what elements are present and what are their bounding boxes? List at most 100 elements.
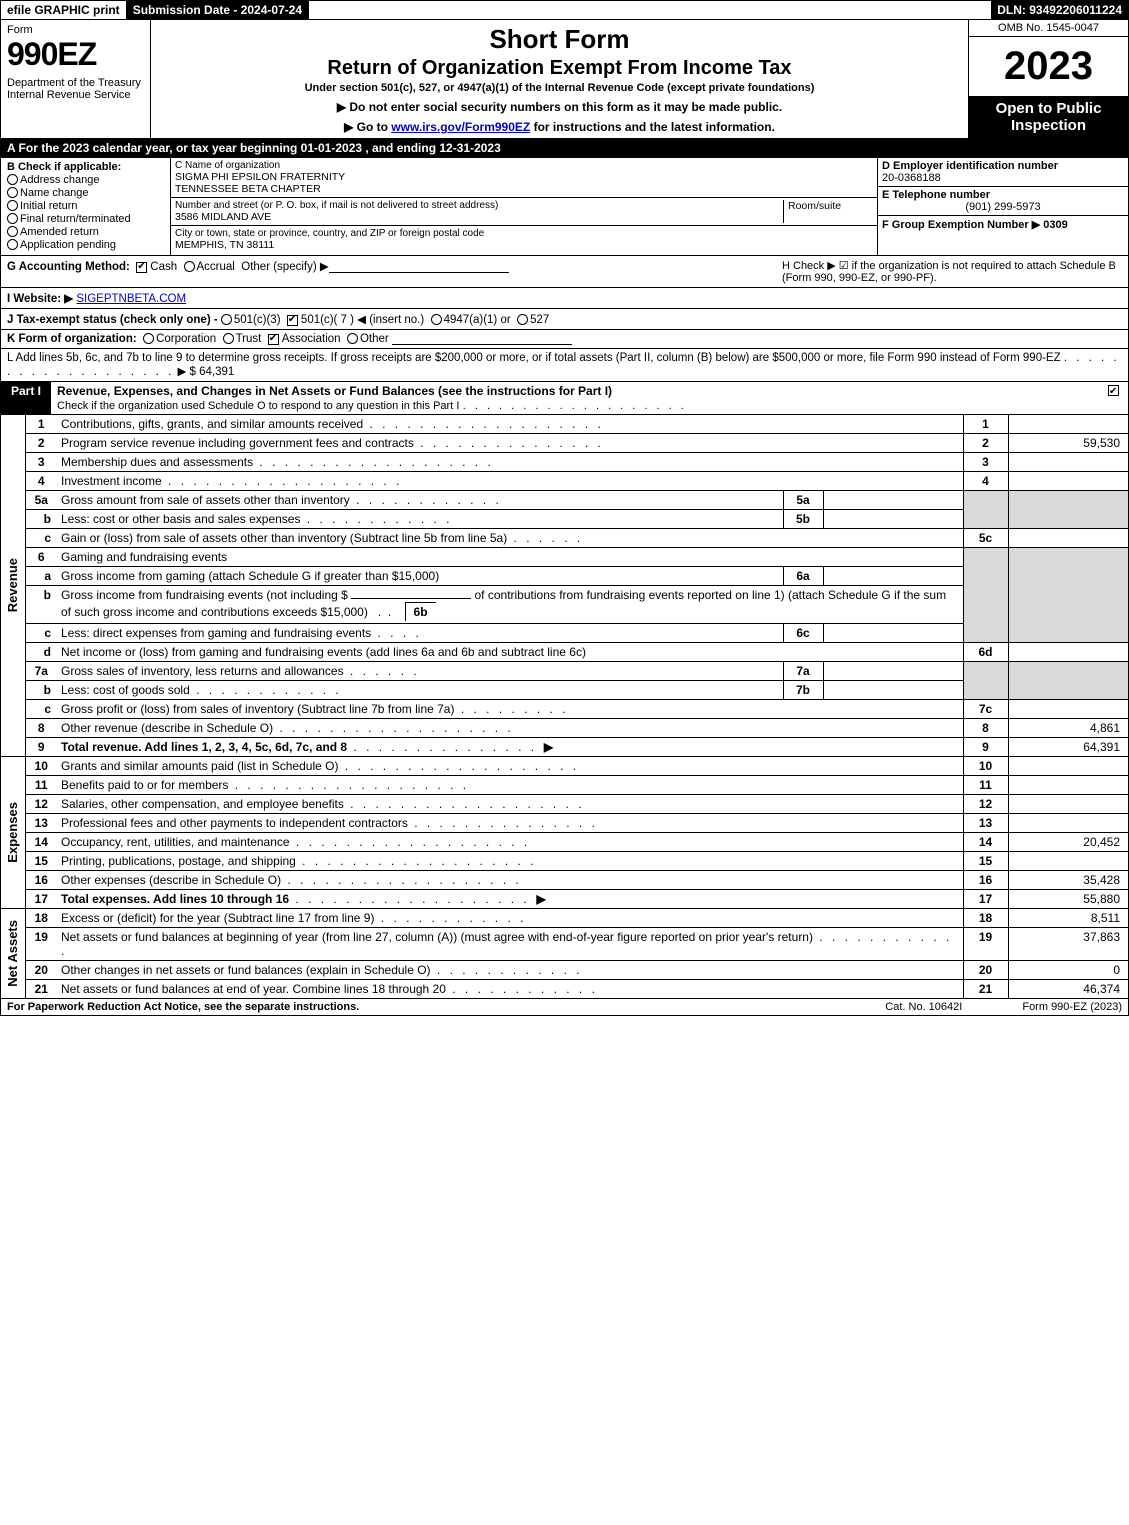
line-18-val: 8,511 [1008, 909, 1128, 928]
l-text: L Add lines 5b, 6c, and 7b to line 9 to … [7, 352, 1061, 364]
line-6a-inner-no: 6a [783, 567, 823, 586]
line-10-text: Grants and similar amounts paid (list in… [57, 757, 963, 776]
rb-corporation[interactable] [143, 333, 154, 344]
irs-link[interactable]: www.irs.gov/Form990EZ [391, 120, 530, 134]
rb-501c[interactable] [287, 315, 298, 326]
line-1-box: 1 [963, 415, 1008, 434]
line-12-box: 12 [963, 795, 1008, 814]
header-title-block: Short Form Return of Organization Exempt… [151, 20, 968, 138]
line-16-val: 35,428 [1008, 871, 1128, 890]
line-4-no: 4 [25, 472, 57, 491]
identity-block: B Check if applicable: Address change Na… [0, 158, 1129, 256]
line-5ab-greybox [963, 491, 1008, 529]
line-3-no: 3 [25, 453, 57, 472]
line-2-val: 59,530 [1008, 434, 1128, 453]
rb-other-org[interactable] [347, 333, 358, 344]
line-18-text: Excess or (deficit) for the year (Subtra… [57, 909, 963, 928]
j-tax-exempt-row: J Tax-exempt status (check only one) - 5… [1, 308, 1128, 329]
f-group-exemption: F Group Exemption Number ▶ 0309 [878, 216, 1128, 233]
d-ein: D Employer identification number 20-0368… [878, 158, 1128, 187]
line-7ab-greyval [1008, 662, 1128, 700]
org-name-label: C Name of organization [175, 160, 873, 171]
line-13-text: Professional fees and other payments to … [57, 814, 963, 833]
cdef-wrapper: C Name of organization SIGMA PHI EPSILON… [171, 158, 1128, 255]
title-subsection: Under section 501(c), 527, or 4947(a)(1)… [157, 82, 962, 94]
tax-year: 2023 [969, 37, 1128, 96]
line-9-no: 9 [25, 738, 57, 757]
line-14-val: 20,452 [1008, 833, 1128, 852]
cb-application-pending[interactable]: Application pending [7, 239, 164, 251]
rb-association[interactable] [268, 334, 279, 345]
line-7c-text: Gross profit or (loss) from sales of inv… [57, 700, 963, 719]
line-4-val [1008, 472, 1128, 491]
line-9-text: Total revenue. Add lines 1, 2, 3, 4, 5c,… [57, 738, 963, 757]
i-label: I Website: ▶ [7, 293, 73, 305]
side-revenue: Revenue [1, 415, 25, 757]
line-7c-box: 7c [963, 700, 1008, 719]
cb-cash[interactable] [136, 262, 147, 273]
rb-4947[interactable] [431, 314, 442, 325]
website-link[interactable]: SIGEPTNBETA.COM [76, 293, 186, 305]
rb-527[interactable] [517, 314, 528, 325]
cb-amended-return[interactable]: Amended return [7, 226, 164, 238]
line-6d-text: Net income or (loss) from gaming and fun… [57, 643, 963, 662]
line-11-box: 11 [963, 776, 1008, 795]
cb-name-change[interactable]: Name change [7, 187, 164, 199]
line-5a-text: Gross amount from sale of assets other t… [57, 491, 783, 510]
line-7b-text: Less: cost of goods sold . . . . . . . .… [57, 681, 783, 700]
part-1-checkbox[interactable] [1102, 382, 1128, 414]
addr-label: Number and street (or P. O. box, if mail… [175, 200, 783, 211]
line-5c-text: Gain or (loss) from sale of assets other… [57, 529, 963, 548]
submission-date: Submission Date - 2024-07-24 [127, 1, 309, 19]
line-8-text: Other revenue (describe in Schedule O) .… [57, 719, 963, 738]
line-18-box: 18 [963, 909, 1008, 928]
line-5b-inner-val [823, 510, 963, 529]
line-4-box: 4 [963, 472, 1008, 491]
line-3-box: 3 [963, 453, 1008, 472]
line-7b-inner-val [823, 681, 963, 700]
line-16-text: Other expenses (describe in Schedule O) … [57, 871, 963, 890]
g-accounting-method: G Accounting Method: Cash Accrual Other … [7, 259, 509, 273]
line-5b-inner-no: 5b [783, 510, 823, 529]
line-5b-text: Less: cost or other basis and sales expe… [57, 510, 783, 529]
line-18-no: 18 [25, 909, 57, 928]
line-11-no: 11 [25, 776, 57, 795]
section-def: D Employer identification number 20-0368… [878, 158, 1128, 255]
line-7c-val [1008, 700, 1128, 719]
line-19-no: 19 [25, 928, 57, 961]
rb-501c3[interactable] [221, 314, 232, 325]
line-15-no: 15 [25, 852, 57, 871]
goto-prefix: ▶ Go to [344, 120, 391, 134]
line-3-text: Membership dues and assessments . . . . … [57, 453, 963, 472]
line-12-val [1008, 795, 1128, 814]
cb-initial-return[interactable]: Initial return [7, 200, 164, 212]
org-city-row: City or town, state or province, country… [171, 226, 877, 253]
cb-final-return[interactable]: Final return/terminated [7, 213, 164, 225]
cb-address-change[interactable]: Address change [7, 174, 164, 186]
line-19-text: Net assets or fund balances at beginning… [57, 928, 963, 961]
line-17-text: Total expenses. Add lines 10 through 16 … [57, 890, 963, 909]
header-right: OMB No. 1545-0047 2023 Open to Public In… [968, 20, 1128, 138]
header-left: Form 990EZ Department of the Treasury In… [1, 20, 151, 138]
line-7a-inner-val [823, 662, 963, 681]
e-label: E Telephone number [882, 189, 1124, 201]
cb-accrual[interactable] [184, 261, 195, 272]
line-6d-box: 6d [963, 643, 1008, 662]
line-4-text: Investment income . . . . . . . . . . . … [57, 472, 963, 491]
line-2-text: Program service revenue including govern… [57, 434, 963, 453]
line-12-no: 12 [25, 795, 57, 814]
part-1-title: Revenue, Expenses, and Changes in Net As… [51, 382, 1102, 414]
rb-trust[interactable] [223, 333, 234, 344]
line-14-text: Occupancy, rent, utilities, and maintena… [57, 833, 963, 852]
line-17-no: 17 [25, 890, 57, 909]
line-6a-inner-val [823, 567, 963, 586]
department-label: Department of the Treasury Internal Reve… [7, 77, 144, 101]
line-1-val [1008, 415, 1128, 434]
k-label: K Form of organization: [7, 333, 137, 345]
line-19-val: 37,863 [1008, 928, 1128, 961]
line-5ab-greyval [1008, 491, 1128, 529]
line-11-text: Benefits paid to or for members . . . . … [57, 776, 963, 795]
line-1-no: 1 [25, 415, 57, 434]
instruction-line-2: ▶ Go to www.irs.gov/Form990EZ for instru… [157, 120, 962, 134]
line-11-val [1008, 776, 1128, 795]
